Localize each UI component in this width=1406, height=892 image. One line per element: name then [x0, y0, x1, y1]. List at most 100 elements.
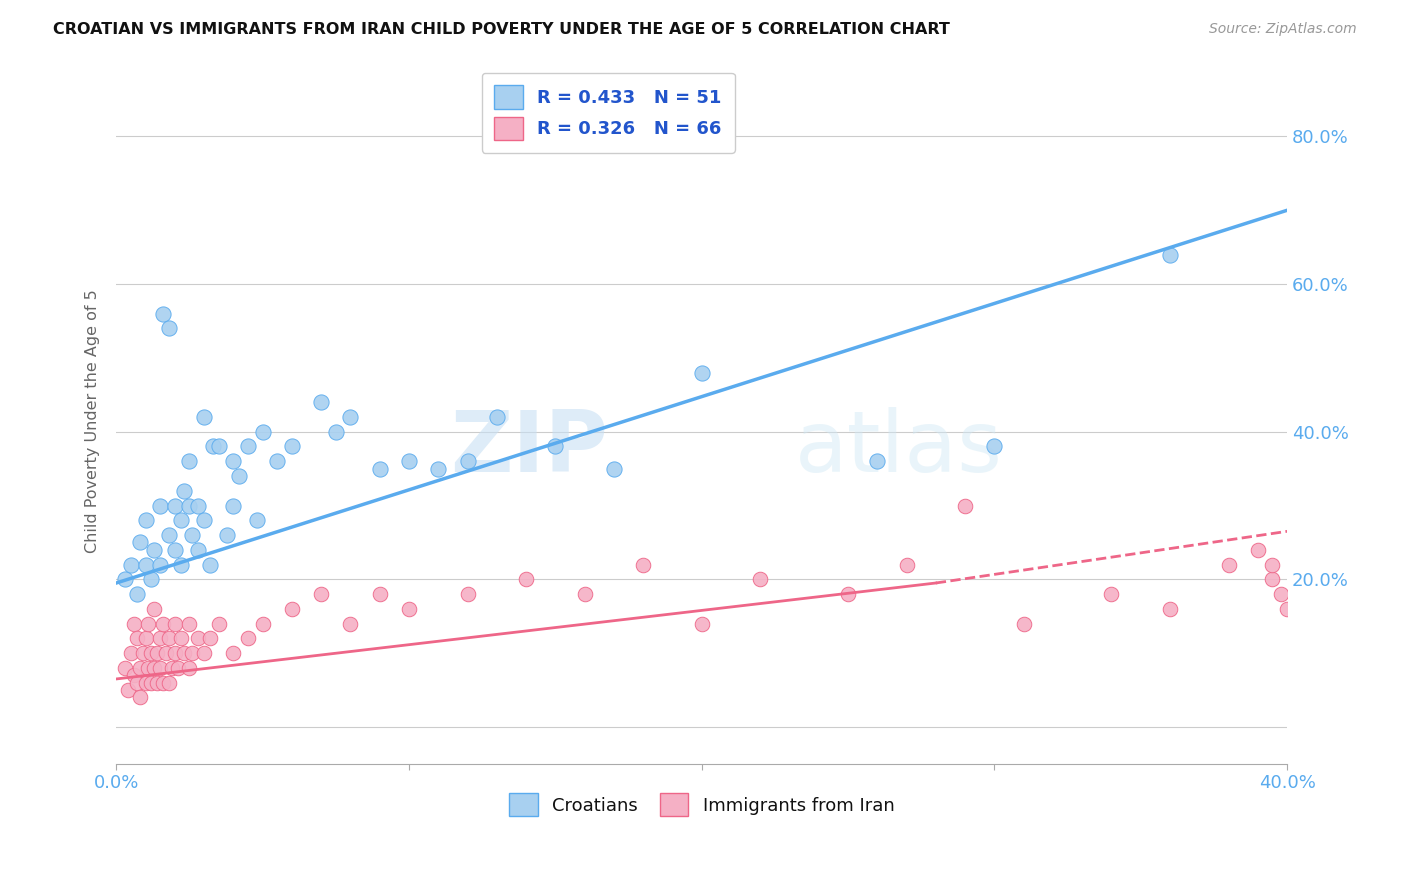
- Point: [252, 616, 274, 631]
- Point: [187, 542, 209, 557]
- Point: [281, 602, 304, 616]
- Point: [252, 425, 274, 439]
- Point: [398, 454, 420, 468]
- Y-axis label: Child Poverty Under the Age of 5: Child Poverty Under the Age of 5: [86, 289, 100, 552]
- Point: [163, 499, 186, 513]
- Point: [128, 690, 150, 705]
- Point: [953, 499, 976, 513]
- Point: [427, 461, 450, 475]
- Point: [114, 572, 136, 586]
- Point: [1159, 247, 1181, 261]
- Point: [157, 528, 180, 542]
- Point: [749, 572, 772, 586]
- Point: [181, 528, 204, 542]
- Point: [179, 499, 201, 513]
- Point: [485, 409, 508, 424]
- Point: [141, 572, 163, 586]
- Point: [368, 461, 391, 475]
- Point: [179, 661, 201, 675]
- Point: [208, 440, 231, 454]
- Point: [983, 440, 1005, 454]
- Point: [152, 307, 174, 321]
- Text: Source: ZipAtlas.com: Source: ZipAtlas.com: [1209, 22, 1357, 37]
- Point: [236, 632, 259, 646]
- Point: [1261, 572, 1284, 586]
- Point: [125, 675, 148, 690]
- Point: [135, 513, 157, 527]
- Point: [309, 587, 332, 601]
- Point: [1012, 616, 1035, 631]
- Point: [120, 558, 142, 572]
- Point: [325, 425, 347, 439]
- Point: [152, 616, 174, 631]
- Point: [1270, 587, 1292, 601]
- Point: [339, 409, 361, 424]
- Point: [222, 499, 245, 513]
- Point: [368, 587, 391, 601]
- Point: [173, 483, 195, 498]
- Point: [157, 675, 180, 690]
- Point: [146, 646, 169, 660]
- Point: [1218, 558, 1240, 572]
- Point: [222, 454, 245, 468]
- Point: [193, 409, 215, 424]
- Point: [181, 646, 204, 660]
- Text: CROATIAN VS IMMIGRANTS FROM IRAN CHILD POVERTY UNDER THE AGE OF 5 CORRELATION CH: CROATIAN VS IMMIGRANTS FROM IRAN CHILD P…: [53, 22, 950, 37]
- Point: [160, 661, 183, 675]
- Point: [603, 461, 626, 475]
- Point: [122, 616, 145, 631]
- Point: [1101, 587, 1123, 601]
- Legend: Croatians, Immigrants from Iran: Croatians, Immigrants from Iran: [502, 786, 901, 823]
- Point: [125, 632, 148, 646]
- Point: [157, 632, 180, 646]
- Point: [146, 675, 169, 690]
- Point: [266, 454, 288, 468]
- Point: [152, 675, 174, 690]
- Point: [1261, 558, 1284, 572]
- Point: [1247, 542, 1270, 557]
- Point: [143, 602, 166, 616]
- Point: [169, 558, 191, 572]
- Point: [125, 587, 148, 601]
- Point: [515, 572, 537, 586]
- Point: [157, 321, 180, 335]
- Point: [114, 661, 136, 675]
- Text: atlas: atlas: [796, 407, 1004, 490]
- Point: [187, 632, 209, 646]
- Point: [198, 558, 221, 572]
- Point: [117, 683, 139, 698]
- Point: [135, 675, 157, 690]
- Point: [120, 646, 142, 660]
- Point: [690, 616, 713, 631]
- Point: [141, 675, 163, 690]
- Point: [544, 440, 567, 454]
- Point: [222, 646, 245, 660]
- Point: [169, 513, 191, 527]
- Point: [837, 587, 859, 601]
- Point: [1159, 602, 1181, 616]
- Point: [690, 366, 713, 380]
- Point: [138, 616, 160, 631]
- Point: [398, 602, 420, 616]
- Point: [173, 646, 195, 660]
- Point: [149, 632, 172, 646]
- Point: [217, 528, 239, 542]
- Text: ZIP: ZIP: [450, 407, 607, 490]
- Point: [574, 587, 596, 601]
- Point: [163, 542, 186, 557]
- Point: [201, 440, 224, 454]
- Point: [236, 440, 259, 454]
- Point: [166, 661, 188, 675]
- Point: [135, 632, 157, 646]
- Point: [169, 632, 191, 646]
- Point: [163, 646, 186, 660]
- Point: [155, 646, 177, 660]
- Point: [281, 440, 304, 454]
- Point: [896, 558, 918, 572]
- Point: [122, 668, 145, 682]
- Point: [179, 616, 201, 631]
- Point: [198, 632, 221, 646]
- Point: [631, 558, 654, 572]
- Point: [228, 469, 250, 483]
- Point: [179, 454, 201, 468]
